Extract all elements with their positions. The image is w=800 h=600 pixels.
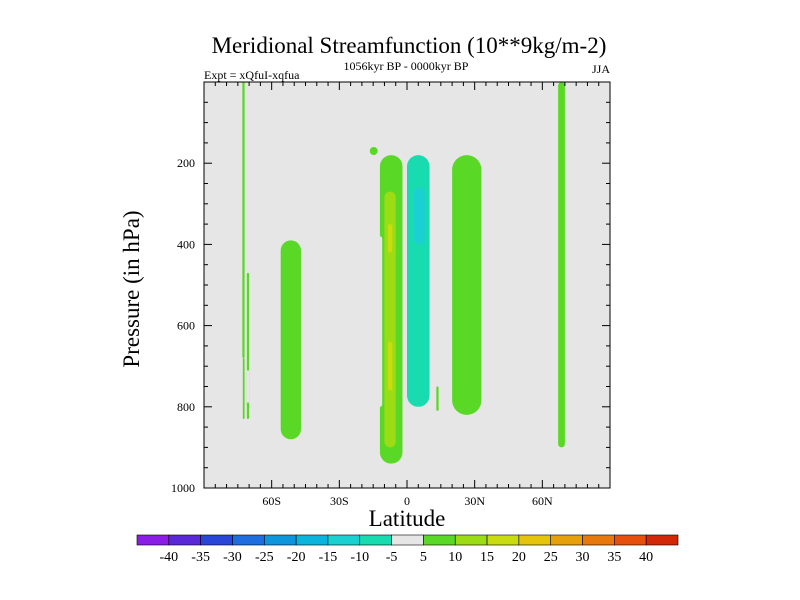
contour-cell-1 <box>242 358 245 419</box>
colorbar-label: 10 <box>448 550 462 565</box>
colorbar-label: 35 <box>607 550 621 565</box>
colorbar-swatch <box>454 534 488 546</box>
y-tick-label: 200 <box>177 156 195 170</box>
colorbar-label: -30 <box>223 550 242 565</box>
colorbar-swatch <box>295 534 329 546</box>
contour-cell-8 <box>384 191 396 448</box>
colorbar-swatch <box>645 534 679 546</box>
colorbar-label: 20 <box>512 550 526 565</box>
colorbar-label: 5 <box>420 550 427 565</box>
y-tick-label: 1000 <box>171 481 195 495</box>
contour-cell-3 <box>246 370 250 403</box>
colorbar-swatch <box>359 534 392 546</box>
y-tick-label: 400 <box>177 237 195 251</box>
x-tick-label: 30S <box>330 494 349 508</box>
contour-cell-4 <box>280 240 301 440</box>
colorbar-swatch <box>263 534 297 546</box>
colorbar-label: -20 <box>287 550 306 565</box>
y-tick-label: 800 <box>177 400 195 414</box>
contour-cell-9 <box>387 224 393 253</box>
chart-title: Meridional Streamfunction (10**9kg/m-2) <box>212 33 607 58</box>
x-tick-label: 0 <box>404 494 410 508</box>
colorbar-swatch <box>486 534 520 546</box>
colorbar-swatch <box>518 534 552 546</box>
contour-cell-0 <box>242 82 245 359</box>
contour-cell-17 <box>558 82 565 448</box>
colorbar-label: -10 <box>350 550 369 565</box>
colorbar-swatch <box>327 534 361 546</box>
colorbar-label: -25 <box>255 550 274 565</box>
chart-subtitle: 1056kyr BP - 0000kyr BP <box>344 59 469 73</box>
colorbar-label: 40 <box>639 550 653 565</box>
colorbar-label: -15 <box>319 550 338 565</box>
contour-cell-10 <box>387 341 393 391</box>
contour-cell-5 <box>332 309 349 448</box>
contour-cells <box>242 82 565 468</box>
colorbar-swatch <box>391 534 424 546</box>
contour-cell-11 <box>377 236 383 407</box>
colorbar-label: -40 <box>159 550 178 565</box>
season-label: JJA <box>592 62 610 76</box>
colorbar-label: -5 <box>386 550 398 565</box>
y-tick-label: 600 <box>177 319 195 333</box>
x-tick-label: 60N <box>532 494 553 508</box>
contour-cell-15 <box>436 386 439 411</box>
colorbar-swatch <box>168 534 201 546</box>
colorbar-label: -35 <box>191 550 210 565</box>
y-axis-label: Pressure (in hPa) <box>119 210 144 367</box>
colorbar-label: 25 <box>544 550 558 565</box>
contour-cell-14 <box>413 187 426 245</box>
experiment-label: Expt = xQfuI-xqfua <box>204 68 300 82</box>
colorbar-label: 15 <box>480 550 494 565</box>
colorbar-swatch <box>550 534 583 546</box>
colorbar-label: 30 <box>576 550 590 565</box>
x-tick-label: 30N <box>464 494 485 508</box>
colorbar-swatch <box>232 534 265 546</box>
colorbar-swatch <box>614 534 647 546</box>
x-tick-label: 60S <box>262 494 281 508</box>
colorbar-swatch <box>423 534 456 546</box>
colorbar: -40 -35 -30 -25 -20 -15 -10 -5 5 10 15 20 25 30 35 40 <box>136 534 679 565</box>
contour-cell-6 <box>369 146 378 156</box>
y-axis: 200 400 600 800 1000 <box>171 101 610 495</box>
contour-cell-16 <box>452 155 482 415</box>
x-axis-label: Latitude <box>369 506 446 531</box>
colorbar-swatch <box>200 534 233 546</box>
colorbar-swatch <box>136 534 170 546</box>
colorbar-swatch <box>582 534 615 546</box>
x-axis: 60S 30S 0 30N 60N <box>214 82 600 508</box>
